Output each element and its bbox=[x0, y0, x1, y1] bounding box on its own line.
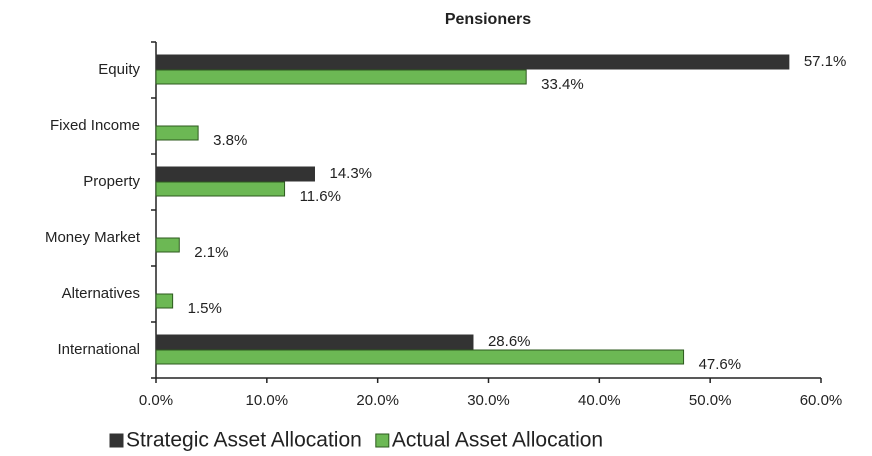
bar bbox=[155, 181, 286, 197]
x-tick-label: 10.0% bbox=[246, 392, 289, 409]
y-tick-label: Equity bbox=[98, 61, 140, 78]
value-label: 33.4% bbox=[541, 76, 584, 93]
value-label: 11.6% bbox=[300, 188, 341, 205]
value-label: 57.1% bbox=[804, 53, 847, 70]
value-label: 28.6% bbox=[488, 333, 531, 350]
bar bbox=[155, 334, 474, 350]
value-label: 1.5% bbox=[188, 300, 222, 317]
value-label: 3.8% bbox=[213, 132, 247, 149]
y-tick-label: Fixed Income bbox=[50, 117, 140, 134]
x-tick-label: 40.0% bbox=[578, 392, 621, 409]
y-tick-label: Property bbox=[83, 173, 140, 190]
bar bbox=[155, 125, 199, 141]
bar bbox=[155, 69, 527, 85]
bar bbox=[155, 166, 315, 182]
bar bbox=[155, 237, 180, 253]
legend-label: Strategic Asset Allocation bbox=[126, 429, 362, 452]
y-tick-label: Alternatives bbox=[62, 285, 140, 302]
y-tick-label: International bbox=[57, 341, 140, 358]
legend-swatch bbox=[375, 433, 390, 448]
legend-label: Actual Asset Allocation bbox=[392, 429, 603, 452]
y-tick-label: Money Market bbox=[45, 229, 141, 246]
bar bbox=[155, 293, 174, 309]
x-tick-label: 60.0% bbox=[800, 392, 843, 409]
x-tick-label: 50.0% bbox=[689, 392, 732, 409]
value-label: 47.6% bbox=[699, 356, 742, 373]
bar bbox=[155, 349, 685, 365]
x-tick-label: 30.0% bbox=[467, 392, 510, 409]
value-label: 14.3% bbox=[329, 165, 372, 182]
legend-swatch bbox=[109, 433, 124, 448]
x-tick-label: 20.0% bbox=[356, 392, 399, 409]
chart-title: Pensioners bbox=[445, 11, 531, 28]
x-tick-label: 0.0% bbox=[139, 392, 173, 409]
bar bbox=[155, 54, 790, 70]
value-label: 2.1% bbox=[194, 244, 228, 261]
